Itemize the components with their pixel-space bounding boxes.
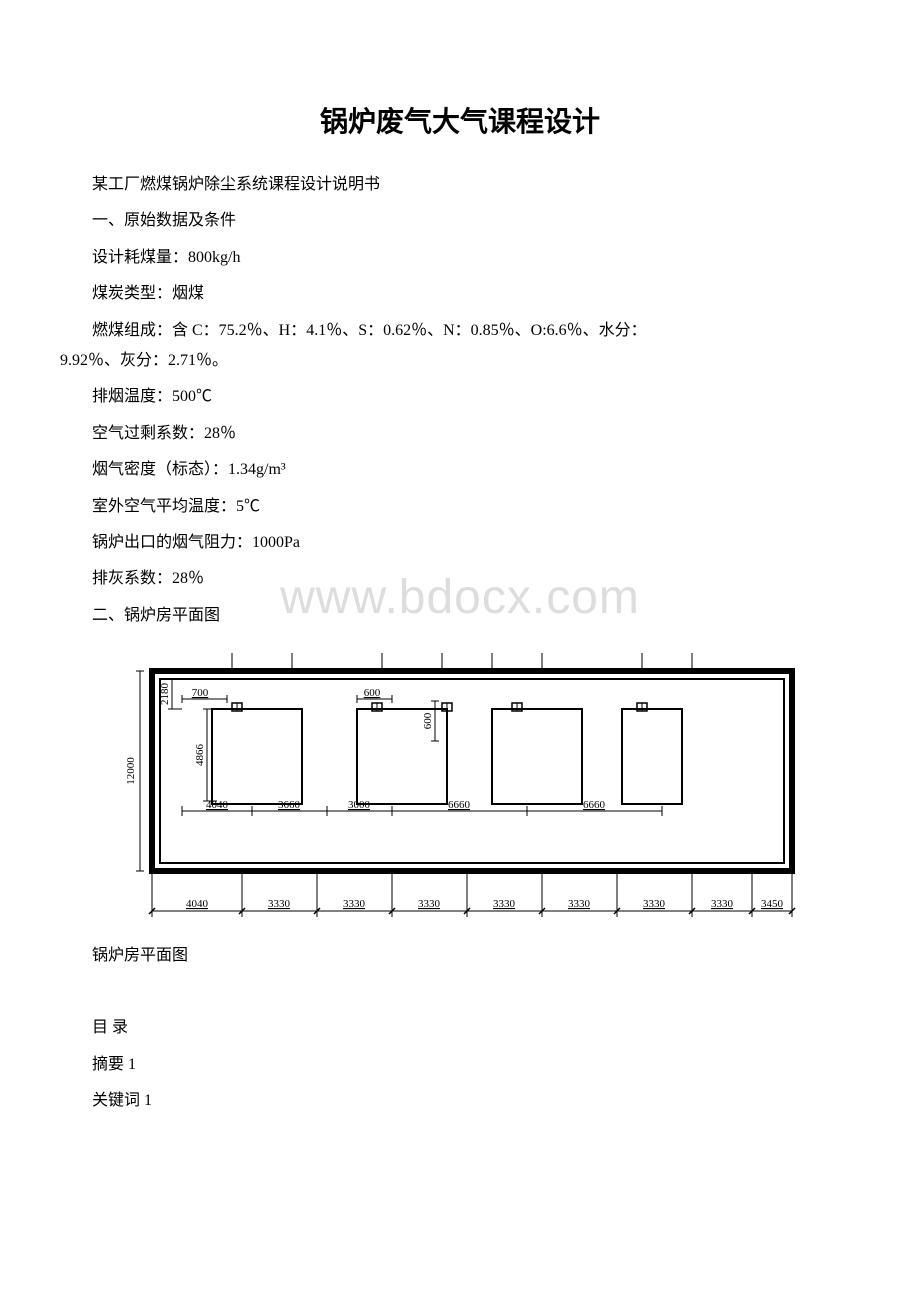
param-composition: 燃煤组成：含 C：75.2％、H：4.1％、S：0.62％、N：0.85％、O:… — [60, 316, 860, 377]
svg-text:4040: 4040 — [186, 898, 209, 910]
param-coal-rate: 设计耗煤量：800kg/h — [60, 243, 860, 273]
section-1-heading: 一、原始数据及条件 — [60, 206, 860, 236]
param-exhaust-temp: 排烟温度：500℃ — [60, 382, 860, 412]
svg-text:3330: 3330 — [568, 898, 591, 910]
diagram-caption: 锅炉房平面图 — [60, 941, 860, 971]
section-2-heading: 二、锅炉房平面图 — [60, 601, 860, 631]
subtitle: 某工厂燃煤锅炉除尘系统课程设计说明书 — [60, 170, 860, 200]
param-composition-line1: 燃煤组成：含 C：75.2％、H：4.1％、S：0.62％、N：0.85％、O:… — [60, 322, 647, 339]
param-composition-line2: 9.92％、灰分：2.71％。 — [60, 352, 228, 369]
param-excess-air: 空气过剩系数：28％ — [60, 419, 860, 449]
floor-plan-diagram: 12000 2180 4866 700 600 600 4040 3660 3000 6660 66… — [92, 641, 860, 931]
svg-text:3450: 3450 — [761, 898, 784, 910]
svg-text:3330: 3330 — [711, 898, 734, 910]
svg-text:4040: 4040 — [206, 799, 229, 811]
svg-text:600: 600 — [422, 712, 434, 729]
svg-text:3000: 3000 — [348, 799, 371, 811]
svg-text:4866: 4866 — [194, 744, 206, 767]
param-ash-coeff: 排灰系数：28％ — [60, 564, 860, 594]
toc-keywords: 关键词 1 — [60, 1086, 860, 1116]
svg-text:3330: 3330 — [268, 898, 291, 910]
svg-text:3660: 3660 — [278, 799, 301, 811]
svg-text:3330: 3330 — [343, 898, 366, 910]
svg-text:700: 700 — [192, 687, 209, 699]
svg-text:6660: 6660 — [583, 799, 606, 811]
param-gas-density: 烟气密度（标态）：1.34g/m³ — [60, 455, 860, 485]
param-outlet-resistance: 锅炉出口的烟气阻力：1000Pa — [60, 528, 860, 558]
floor-plan-svg: 12000 2180 4866 700 600 600 4040 3660 3000 6660 66… — [92, 641, 812, 931]
page-title: 锅炉废气大气课程设计 — [60, 100, 860, 140]
toc-heading: 目 录 — [60, 1013, 860, 1043]
param-outdoor-temp: 室外空气平均温度：5℃ — [60, 492, 860, 522]
svg-text:6660: 6660 — [448, 799, 471, 811]
svg-text:2180: 2180 — [159, 683, 171, 706]
toc-abstract: 摘要 1 — [60, 1050, 860, 1080]
svg-text:3330: 3330 — [643, 898, 666, 910]
document-page: 锅炉废气大气课程设计 某工厂燃煤锅炉除尘系统课程设计说明书 一、原始数据及条件 … — [0, 0, 920, 1183]
svg-text:600: 600 — [364, 687, 381, 699]
svg-text:12000: 12000 — [125, 757, 137, 785]
svg-text:3330: 3330 — [493, 898, 516, 910]
param-coal-type: 煤炭类型：烟煤 — [60, 279, 860, 309]
svg-text:3330: 3330 — [418, 898, 441, 910]
